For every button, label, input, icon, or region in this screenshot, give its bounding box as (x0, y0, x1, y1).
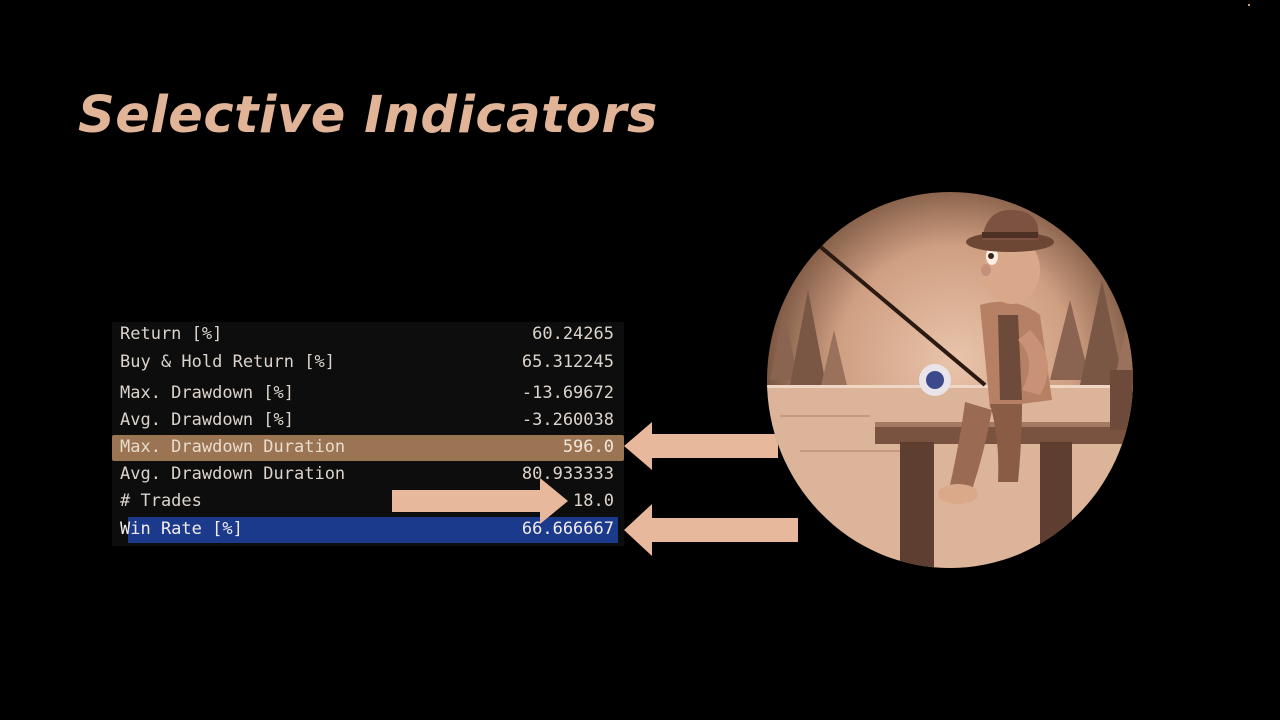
stats-row-trades: # Trades 18.0 (112, 489, 624, 515)
stats-row-win-rate: Win Rate [%] 66.666667 (112, 517, 624, 543)
stats-label: # Trades (120, 491, 202, 511)
stats-label: Win Rate [%] (120, 519, 243, 539)
stats-value: 66.666667 (521, 519, 614, 539)
stats-value: 596.0 (562, 437, 614, 457)
stats-label: Buy & Hold Return [%] (120, 352, 335, 372)
stats-row-avg-drawdown-duration: Avg. Drawdown Duration 80.933333 (112, 462, 624, 488)
fisherman-on-dock-icon (767, 192, 1133, 568)
stats-value: 18.0 (573, 491, 614, 511)
stats-label: Avg. Drawdown [%] (120, 410, 294, 430)
arrow-left-icon (624, 422, 778, 470)
stats-value: -13.69672 (521, 383, 614, 403)
stats-row-max-drawdown-duration: Max. Drawdown Duration 596.0 (112, 435, 624, 461)
stats-label: Avg. Drawdown Duration (120, 464, 346, 484)
highlight-fill (128, 517, 618, 543)
stats-value: 65.312245 (521, 352, 614, 372)
stats-table: Return [%] 60.24265 Buy & Hold Return [%… (112, 322, 624, 546)
stats-value: -3.260038 (521, 410, 614, 430)
stats-label: Max. Drawdown Duration (120, 437, 346, 457)
arrow-right-icon (392, 478, 568, 524)
slide-title: Selective Indicators (78, 86, 658, 145)
stats-row-avg-drawdown: Avg. Drawdown [%] -3.260038 (112, 408, 624, 434)
stats-value: 60.24265 (532, 324, 614, 344)
stats-row-buy-hold-return: Buy & Hold Return [%] 65.312245 (112, 350, 624, 376)
stats-label: Max. Drawdown [%] (120, 383, 294, 403)
stats-label: Return [%] (120, 324, 223, 344)
stats-row-return: Return [%] 60.24265 (112, 322, 624, 348)
stats-value: 80.933333 (521, 464, 614, 484)
stats-row-max-drawdown: Max. Drawdown [%] -13.69672 (112, 381, 624, 407)
corner-mark (1248, 4, 1250, 6)
arrow-left-icon (624, 504, 798, 556)
